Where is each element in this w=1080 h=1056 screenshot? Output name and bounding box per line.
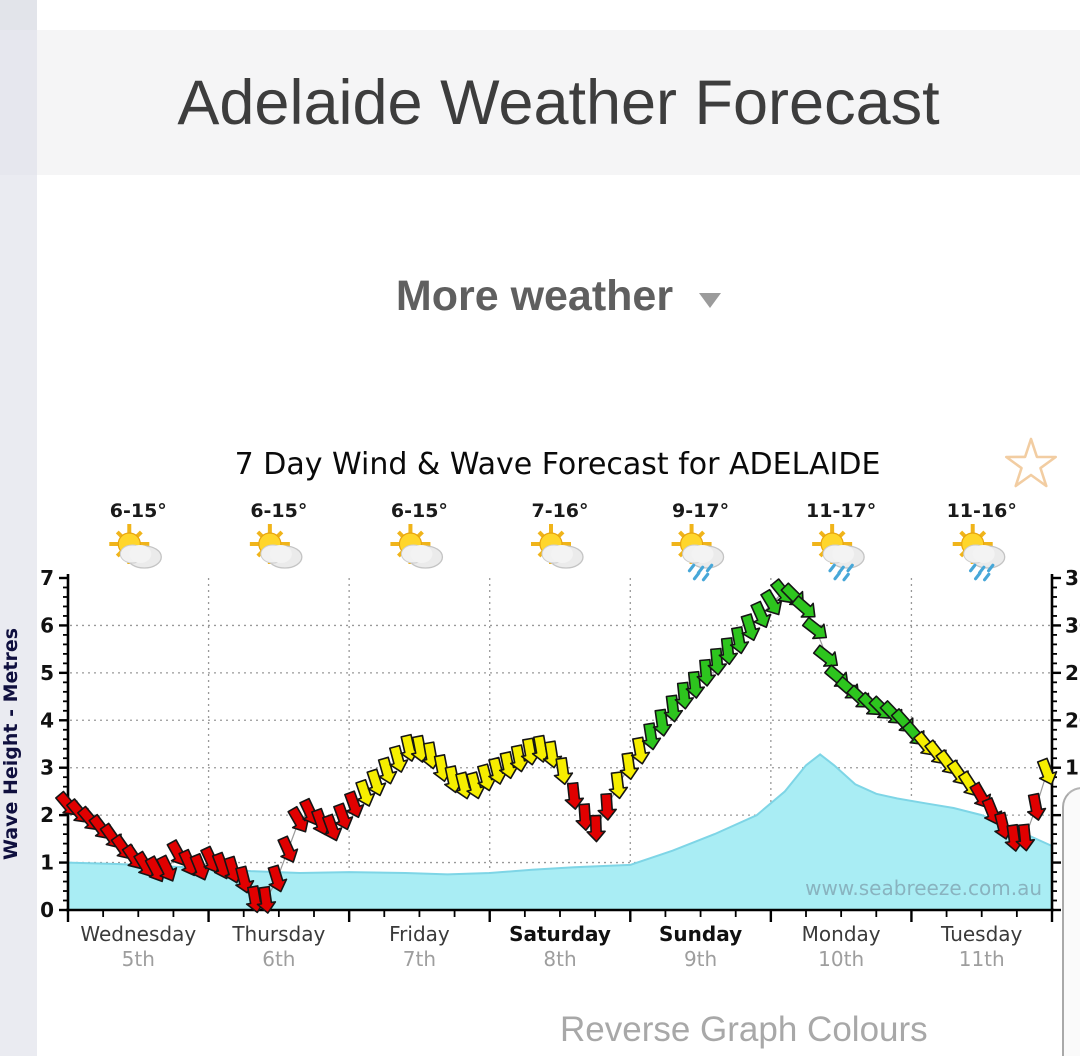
svg-text:Wave Height - Metres: Wave Height - Metres <box>0 628 22 860</box>
svg-text:5th: 5th <box>122 947 155 971</box>
left-edge-strip-top <box>0 0 37 30</box>
sun-cloud-icon <box>390 524 444 569</box>
svg-text:Wednesday: Wednesday <box>80 922 196 946</box>
svg-text:11th: 11th <box>959 947 1005 971</box>
svg-text:10th: 10th <box>818 947 864 971</box>
svg-text:7th: 7th <box>403 947 436 971</box>
svg-text:6-15°: 6-15° <box>250 500 307 522</box>
side-panel-edge <box>1062 787 1080 1056</box>
left-edge-strip-bottom <box>0 175 37 1056</box>
svg-text:Monday: Monday <box>802 922 881 946</box>
svg-text:4: 4 <box>40 708 54 732</box>
svg-text:0: 0 <box>40 898 54 922</box>
svg-text:Friday: Friday <box>389 922 450 946</box>
svg-text:6-15°: 6-15° <box>391 500 448 522</box>
svg-text:1: 1 <box>40 851 54 875</box>
sun-cloud-rain-icon <box>812 524 865 582</box>
sun-cloud-rain-icon <box>952 524 1006 582</box>
sun-cloud-icon <box>531 524 584 569</box>
svg-text:Saturday: Saturday <box>509 922 611 946</box>
svg-text:20: 20 <box>1065 708 1080 732</box>
more-weather-dropdown[interactable]: More weather <box>37 266 1080 326</box>
page-title: Adelaide Weather Forecast <box>177 67 940 138</box>
svg-text:Thursday: Thursday <box>231 922 325 946</box>
svg-text:15: 15 <box>1065 756 1080 780</box>
chevron-down-icon[interactable] <box>699 292 722 308</box>
header-band: Adelaide Weather Forecast <box>37 30 1080 175</box>
left-edge-strip-mid <box>0 30 37 175</box>
svg-text:Tuesday: Tuesday <box>940 922 1023 946</box>
svg-text:9th: 9th <box>684 947 717 971</box>
sun-cloud-rain-icon <box>671 524 725 582</box>
favourite-star-icon[interactable] <box>1004 436 1060 496</box>
svg-text:5: 5 <box>40 661 54 685</box>
chart-title: 7 Day Wind & Wave Forecast for ADELAIDE <box>234 447 881 482</box>
svg-text:6th: 6th <box>262 947 295 971</box>
svg-text:35: 35 <box>1065 566 1080 590</box>
svg-text:25: 25 <box>1065 661 1080 685</box>
svg-text:11-16°: 11-16° <box>947 500 1017 522</box>
svg-text:11-17°: 11-17° <box>806 500 876 522</box>
svg-text:7-16°: 7-16° <box>531 500 588 522</box>
svg-text:2: 2 <box>40 803 54 827</box>
more-weather-label: More weather <box>395 271 674 320</box>
svg-text:9-17°: 9-17° <box>672 500 729 522</box>
svg-text:www.seabreeze.com.au: www.seabreeze.com.au <box>805 876 1042 900</box>
svg-text:6-15°: 6-15° <box>110 500 167 522</box>
svg-text:8th: 8th <box>543 947 576 971</box>
svg-text:Sunday: Sunday <box>659 922 742 946</box>
sun-cloud-icon <box>249 524 303 569</box>
svg-text:6: 6 <box>40 613 54 637</box>
sun-cloud-icon <box>109 524 162 569</box>
reverse-graph-colours-link[interactable]: Reverse Graph Colours <box>560 1010 928 1049</box>
svg-text:30: 30 <box>1065 613 1080 637</box>
svg-text:3: 3 <box>40 756 54 780</box>
svg-text:7: 7 <box>40 566 54 590</box>
